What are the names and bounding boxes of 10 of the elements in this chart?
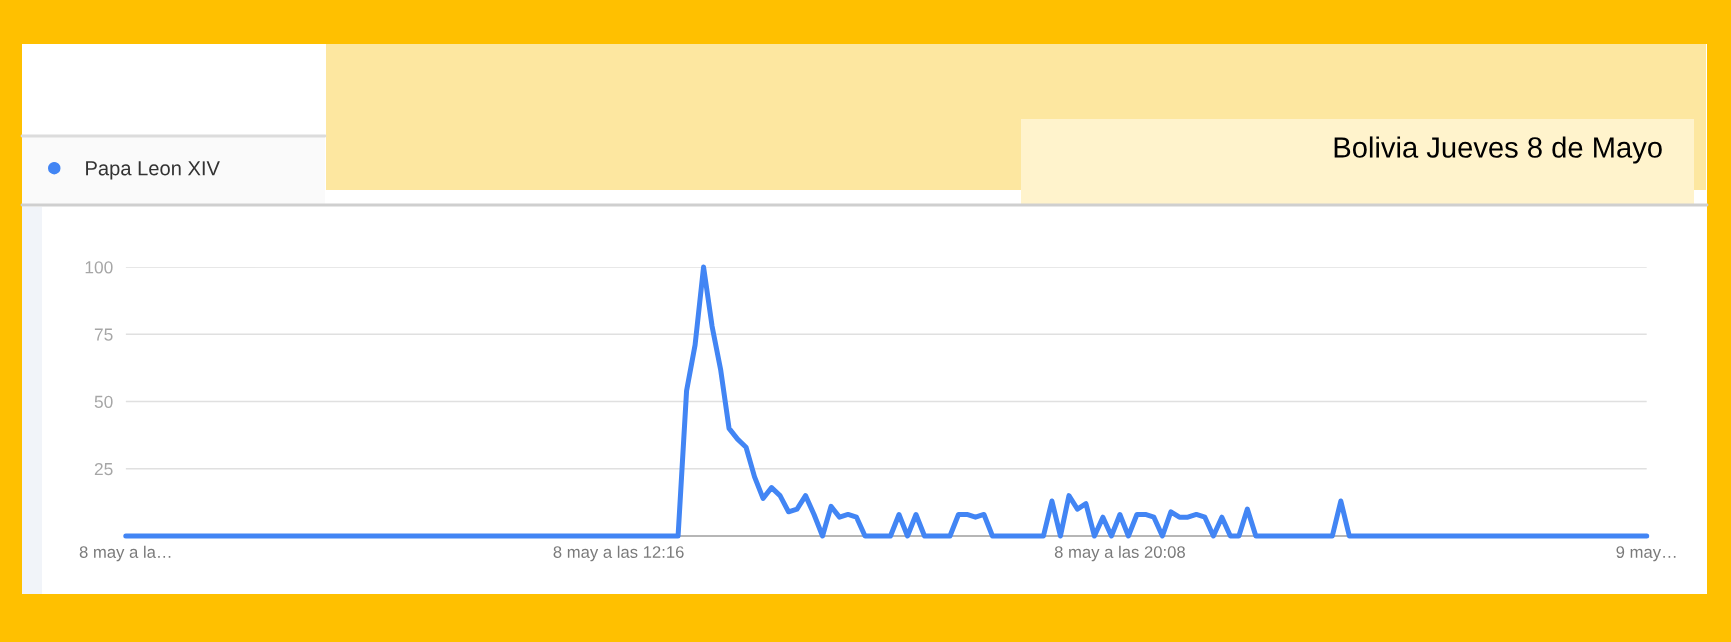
- chart-title: Bolivia Jueves 8 de Mayo: [1334, 136, 1662, 164]
- y-tick-label: 75: [94, 328, 113, 341]
- x-tick-label: 8 may a las 12:16: [553, 545, 684, 562]
- y-tick-label: 100: [85, 261, 113, 274]
- y-tick-label: 25: [94, 462, 113, 476]
- x-tick-label: 8 may a las 20:08: [1054, 545, 1185, 562]
- legend-label: Papa Leon XIV: [86, 161, 220, 180]
- x-tick-label: 9 may…: [1616, 546, 1676, 562]
- y-tick-label: 50: [94, 395, 113, 408]
- x-tick-label: 8 may a la…: [79, 545, 171, 562]
